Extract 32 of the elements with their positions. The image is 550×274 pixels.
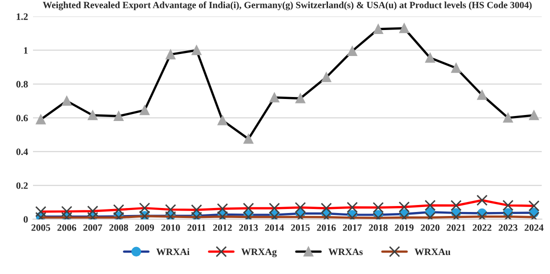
x-tick-label: 2010 bbox=[161, 224, 180, 231]
x-tick-label: 2008 bbox=[109, 224, 128, 231]
x-tick-label: 2020 bbox=[420, 224, 440, 231]
legend-label: WRXAi bbox=[156, 248, 190, 256]
x-tick-label: 2016 bbox=[316, 224, 336, 231]
x-tick-label: 2009 bbox=[135, 224, 154, 231]
x-tick-label: 2007 bbox=[83, 224, 102, 231]
y-tick-label: 0.8 bbox=[16, 80, 28, 88]
y-tick-label: 0.4 bbox=[16, 148, 28, 156]
x-tick-label: 2018 bbox=[368, 224, 388, 231]
x-tick-label: 2023 bbox=[498, 224, 518, 231]
y-tick-label: 0.2 bbox=[16, 182, 28, 189]
x-tick-label: 2021 bbox=[446, 224, 466, 231]
y-tick-label: 1 bbox=[24, 47, 28, 54]
y-tick-label: 0 bbox=[24, 216, 28, 223]
legend-label: WRXAg bbox=[241, 248, 277, 258]
x-tick-label: 2015 bbox=[291, 224, 310, 231]
x-tick-label: 2024 bbox=[524, 224, 544, 231]
y-tick-label: 1.2 bbox=[16, 13, 28, 20]
legend-label: WRXAu bbox=[414, 248, 450, 256]
legend-label: WRXAs bbox=[328, 248, 363, 256]
x-tick-label: 2005 bbox=[31, 224, 50, 231]
x-tick-label: 2013 bbox=[239, 224, 258, 231]
x-tick-label: 2019 bbox=[394, 224, 414, 231]
chart-title: Weighted Revealed Export Advantage of India(i), Germany(g) Switzerland(s) & USA(u) at Product levels (HS Code 3004) bbox=[42, 1, 532, 10]
y-tick-label: 0.6 bbox=[16, 114, 28, 122]
x-tick-label: 2006 bbox=[57, 224, 76, 231]
x-tick-label: 2014 bbox=[265, 224, 284, 231]
x-tick-label: 2022 bbox=[472, 224, 492, 231]
x-tick-label: 2017 bbox=[342, 224, 362, 231]
x-tick-label: 2011 bbox=[187, 224, 206, 231]
x-tick-label: 2012 bbox=[213, 224, 232, 231]
